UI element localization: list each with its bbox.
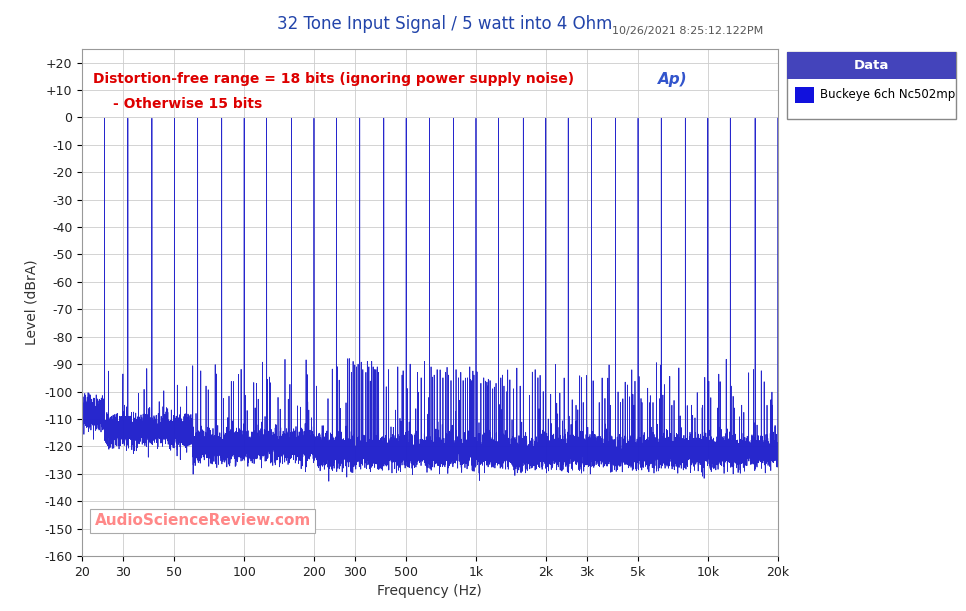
Text: Ap): Ap) [658,71,688,87]
Text: Distortion-free range = 18 bits (ignoring power supply noise): Distortion-free range = 18 bits (ignorin… [93,71,574,86]
Text: Data: Data [854,59,890,72]
Text: Buckeye 6ch Nc502mp: Buckeye 6ch Nc502mp [820,87,955,101]
Text: AudioScienceReview.com: AudioScienceReview.com [95,513,311,528]
Y-axis label: Level (dBrA): Level (dBrA) [24,260,39,345]
Text: 10/26/2021 8:25:12.122PM: 10/26/2021 8:25:12.122PM [612,26,764,36]
Text: 32 Tone Input Signal / 5 watt into 4 Ohm: 32 Tone Input Signal / 5 watt into 4 Ohm [276,15,612,33]
Text: - Otherwise 15 bits: - Otherwise 15 bits [113,97,263,111]
X-axis label: Frequency (Hz): Frequency (Hz) [378,584,482,598]
